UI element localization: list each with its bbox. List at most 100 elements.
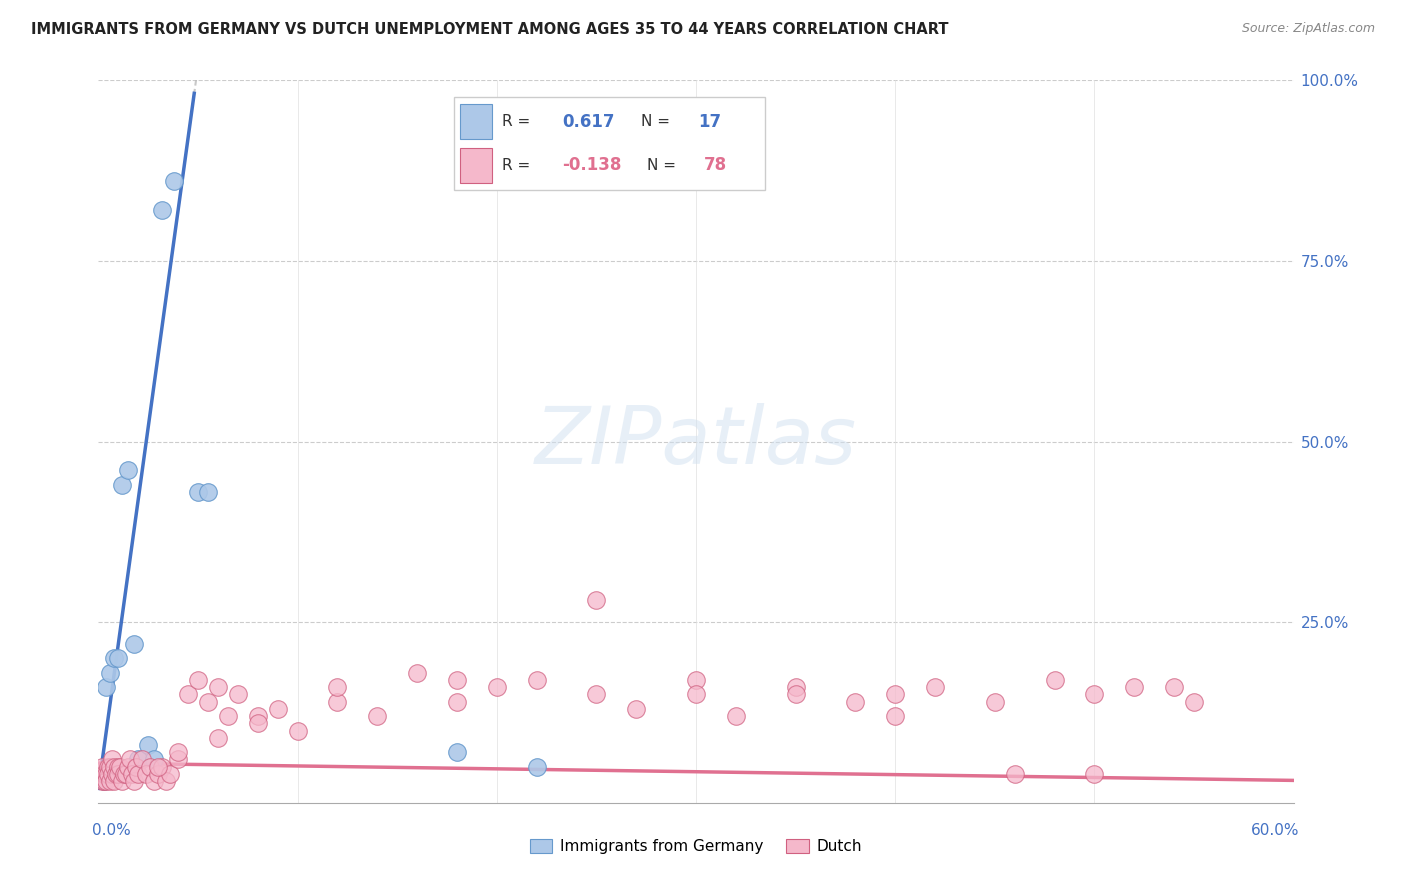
Point — [96, 767, 118, 781]
Point — [103, 774, 125, 789]
Point — [111, 478, 134, 492]
Point — [246, 716, 269, 731]
Point — [1083, 767, 1105, 781]
Point — [93, 774, 115, 789]
Point — [366, 709, 388, 723]
Point — [121, 767, 143, 781]
Point — [120, 752, 142, 766]
Point — [111, 774, 134, 789]
Point — [884, 709, 907, 723]
Point — [326, 695, 349, 709]
Point — [143, 752, 166, 766]
Point — [97, 760, 120, 774]
Point — [96, 774, 118, 789]
Point — [93, 767, 115, 781]
Point — [924, 680, 946, 694]
Point — [91, 774, 114, 789]
Point — [131, 752, 153, 766]
Text: 60.0%: 60.0% — [1251, 823, 1299, 838]
Point — [585, 687, 607, 701]
Point — [485, 680, 508, 694]
Point — [155, 774, 177, 789]
Point — [167, 745, 190, 759]
Point — [1182, 695, 1205, 709]
Point — [98, 665, 122, 680]
Point — [103, 760, 125, 774]
Point — [187, 485, 209, 500]
Point — [117, 760, 139, 774]
Point — [150, 203, 173, 218]
Point — [127, 767, 149, 781]
Point — [148, 760, 170, 774]
Point — [135, 767, 157, 781]
Text: ZIPatlas: ZIPatlas — [534, 402, 858, 481]
Point — [101, 767, 124, 781]
Point — [177, 687, 200, 701]
Point — [326, 680, 349, 694]
Point — [103, 651, 125, 665]
Point — [287, 723, 309, 738]
Point — [139, 760, 162, 774]
Point — [685, 673, 707, 687]
Point — [110, 760, 132, 774]
Point — [97, 767, 120, 781]
Point — [246, 709, 269, 723]
Point — [446, 673, 468, 687]
Point — [1163, 680, 1185, 694]
Point — [267, 702, 290, 716]
Point — [112, 767, 135, 781]
Point — [117, 463, 139, 477]
Point — [150, 760, 173, 774]
Point — [446, 695, 468, 709]
Point — [89, 767, 111, 781]
Text: 0.0%: 0.0% — [93, 823, 131, 838]
Point — [724, 709, 747, 723]
Point — [167, 752, 190, 766]
Point — [107, 760, 129, 774]
Point — [197, 485, 219, 500]
Point — [217, 709, 239, 723]
Point — [1043, 673, 1066, 687]
Point — [93, 774, 115, 789]
Text: IMMIGRANTS FROM GERMANY VS DUTCH UNEMPLOYMENT AMONG AGES 35 TO 44 YEARS CORRELAT: IMMIGRANTS FROM GERMANY VS DUTCH UNEMPLO… — [31, 22, 949, 37]
Point — [526, 760, 548, 774]
Point — [844, 695, 866, 709]
Point — [207, 680, 229, 694]
Point — [207, 731, 229, 745]
Point — [163, 174, 186, 188]
Point — [406, 665, 429, 680]
Point — [124, 637, 146, 651]
Point — [105, 767, 128, 781]
Point — [526, 673, 548, 687]
Point — [1083, 687, 1105, 701]
Point — [446, 745, 468, 759]
Point — [1004, 767, 1026, 781]
Legend: Immigrants from Germany, Dutch: Immigrants from Germany, Dutch — [523, 833, 869, 860]
Point — [96, 680, 118, 694]
Point — [585, 593, 607, 607]
Point — [101, 752, 124, 766]
Point — [91, 760, 114, 774]
Point — [125, 760, 148, 774]
Point — [626, 702, 648, 716]
Point — [124, 774, 146, 789]
Point — [127, 752, 149, 766]
Point — [785, 680, 807, 694]
Point — [226, 687, 249, 701]
Point — [98, 774, 122, 789]
Point — [136, 738, 159, 752]
Point — [98, 760, 122, 774]
Point — [984, 695, 1007, 709]
Point — [197, 695, 219, 709]
Point — [1123, 680, 1146, 694]
Point — [187, 673, 209, 687]
Point — [148, 767, 170, 781]
Point — [884, 687, 907, 701]
Point — [107, 651, 129, 665]
Point — [143, 774, 166, 789]
Text: Source: ZipAtlas.com: Source: ZipAtlas.com — [1241, 22, 1375, 36]
Point — [159, 767, 181, 781]
Point — [107, 767, 129, 781]
Point — [685, 687, 707, 701]
Point — [115, 767, 138, 781]
